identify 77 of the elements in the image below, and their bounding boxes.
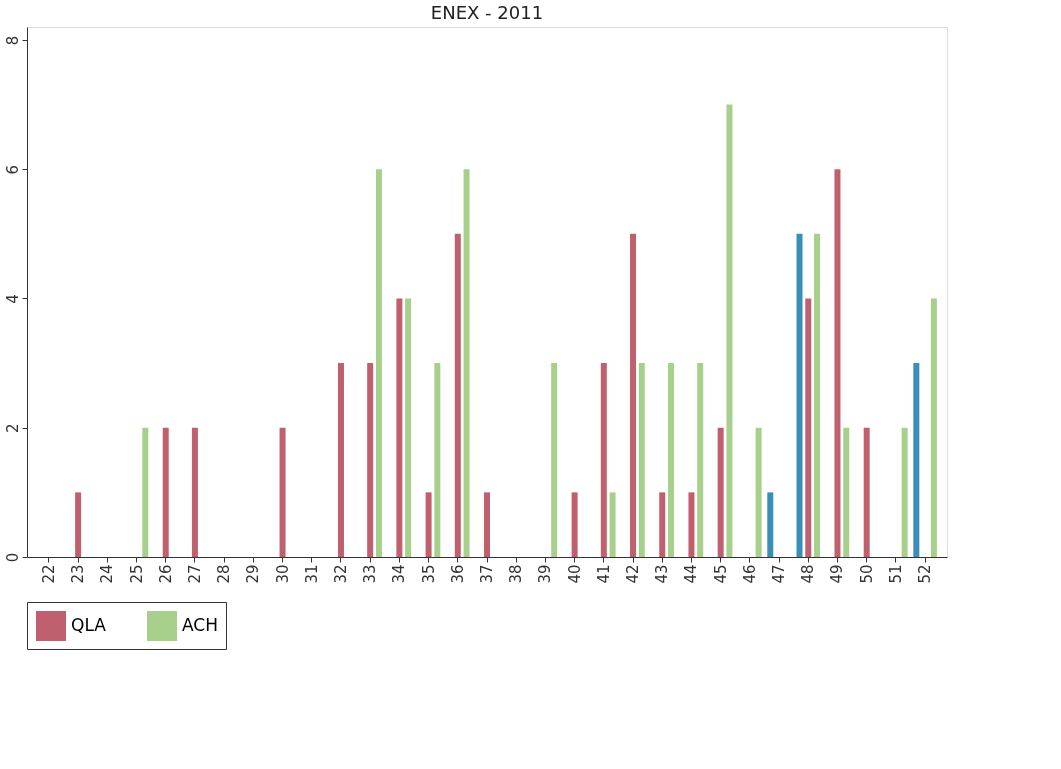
x-tick-label: 31 <box>302 564 321 584</box>
x-tick-label: 24 <box>98 564 117 584</box>
x-tick-label: 42 <box>624 564 643 584</box>
bar <box>191 427 198 557</box>
bar <box>630 233 637 557</box>
x-tick-label: 50 <box>857 564 876 584</box>
x-tick-label: 52 <box>916 564 935 584</box>
bar <box>913 363 920 557</box>
bar <box>901 427 908 557</box>
bar <box>405 298 412 557</box>
bar <box>75 492 82 557</box>
x-tick-label: 43 <box>653 564 672 584</box>
x-tick-label: 40 <box>565 564 584 584</box>
bar <box>767 492 774 557</box>
x-tick-label: 48 <box>799 564 818 584</box>
bar <box>796 233 803 557</box>
x-tick-label: 25 <box>127 564 146 584</box>
x-tick-label: 23 <box>69 564 88 584</box>
y-tick-label: 2 <box>3 423 22 434</box>
x-tick-label: 28 <box>215 564 234 584</box>
x-tick-label: 38 <box>507 564 526 584</box>
bar <box>425 492 432 557</box>
x-tick-label: 49 <box>828 564 847 584</box>
bar <box>659 492 666 557</box>
bar <box>454 233 461 557</box>
x-tick-label: 35 <box>419 564 438 584</box>
y-tick-label: 4 <box>3 294 22 304</box>
bar <box>843 427 850 557</box>
y-tick-label: 0 <box>3 552 22 563</box>
x-tick-label: 44 <box>682 564 701 584</box>
bar <box>726 104 733 557</box>
bar <box>609 492 616 557</box>
bar <box>814 233 821 557</box>
bar <box>571 492 578 557</box>
chart-title: ENEX - 2011 <box>430 2 544 23</box>
x-tick-label: 29 <box>244 564 263 584</box>
x-tick-label: 26 <box>156 564 175 584</box>
x-tick-label: 45 <box>711 564 730 584</box>
bar <box>142 427 149 557</box>
bar <box>279 427 286 557</box>
y-tick-label: 6 <box>3 164 22 175</box>
x-tick-label: 37 <box>478 564 496 584</box>
bar <box>337 363 344 557</box>
bar <box>162 427 169 557</box>
x-tick-label: 51 <box>886 564 905 584</box>
x-tick-label: 27 <box>185 564 204 584</box>
x-tick-label: 39 <box>536 564 555 584</box>
legend-label: QLA <box>71 615 107 635</box>
x-tick-label: 47 <box>770 564 789 584</box>
bar <box>638 363 645 557</box>
x-tick-label: 46 <box>740 564 759 584</box>
x-tick-label: 32 <box>331 564 350 584</box>
x-tick-label: 34 <box>390 564 409 584</box>
bar <box>396 298 403 557</box>
bar <box>688 492 695 557</box>
y-tick-label: 8 <box>3 35 22 46</box>
x-tick-label: 36 <box>448 564 467 584</box>
x-tick-label: 41 <box>594 564 613 584</box>
bar <box>930 298 937 557</box>
bar <box>367 363 374 557</box>
bar <box>600 363 607 557</box>
bar <box>375 169 382 557</box>
bar <box>463 169 470 557</box>
bar <box>717 427 724 557</box>
bar <box>434 363 441 557</box>
bar <box>697 363 704 557</box>
bar <box>834 169 841 557</box>
bar <box>668 363 674 557</box>
bar <box>863 427 870 557</box>
bar <box>484 492 490 557</box>
x-tick-label: 22 <box>39 564 58 584</box>
x-tick-label: 33 <box>361 564 380 584</box>
bar <box>755 427 762 557</box>
x-tick-label: 30 <box>273 564 292 584</box>
bar <box>805 298 812 557</box>
legend-label: ACH <box>182 615 218 635</box>
bar <box>551 363 558 557</box>
